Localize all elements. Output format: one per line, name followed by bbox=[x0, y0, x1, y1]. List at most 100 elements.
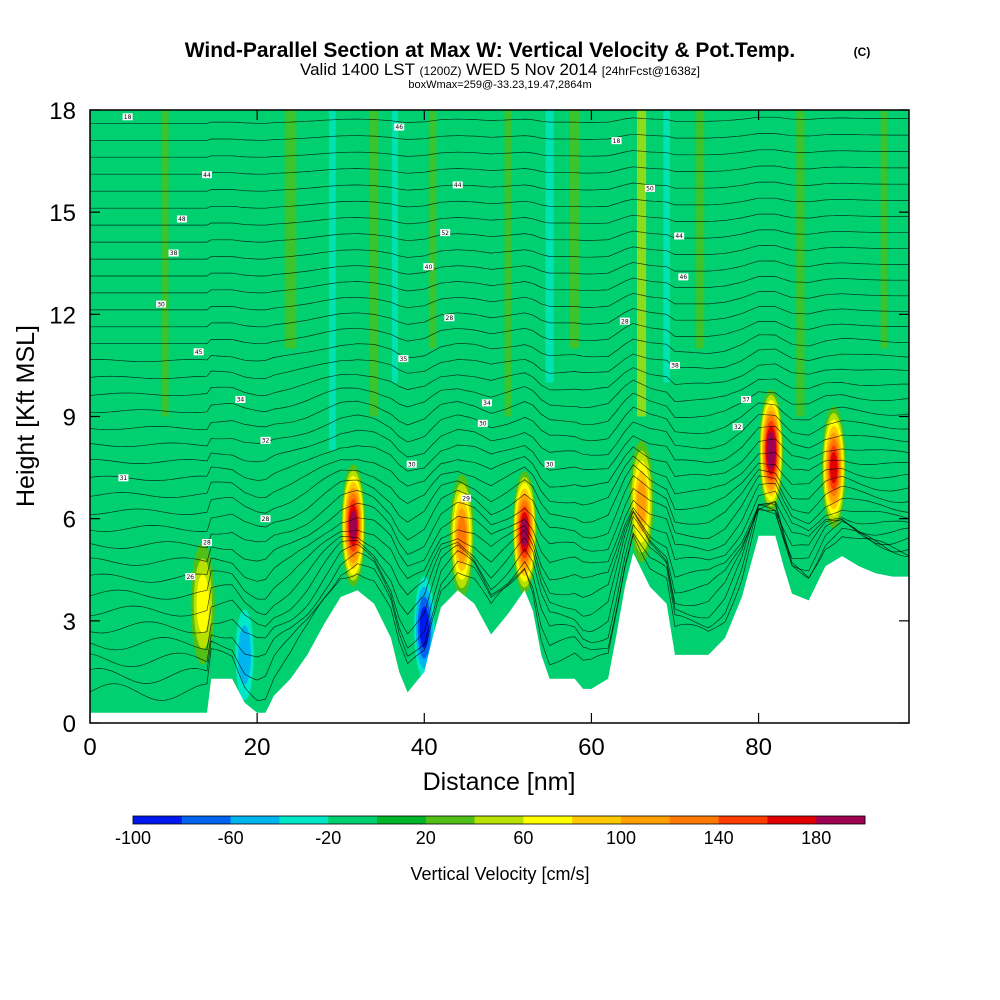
velocity-core bbox=[767, 436, 775, 465]
streak bbox=[219, 110, 228, 383]
isentrope-line bbox=[90, 149, 909, 158]
isentrope-label: 18 bbox=[613, 138, 621, 145]
isentrope-line bbox=[90, 348, 909, 380]
isentrope-line bbox=[90, 165, 909, 175]
y-axis-label: Height [Kft MSL] bbox=[12, 325, 40, 507]
isentrope-label: 18 bbox=[124, 114, 132, 121]
subtitle-valid: Valid 1400 LST bbox=[300, 60, 415, 79]
isentrope-label-box bbox=[544, 460, 555, 468]
streak bbox=[161, 110, 169, 417]
isentrope-label-box bbox=[406, 460, 417, 468]
y-tick-label: 18 bbox=[49, 98, 76, 125]
copyright-mark: (C) bbox=[854, 45, 871, 59]
isentrope-label: 35 bbox=[400, 356, 408, 363]
streak bbox=[728, 110, 739, 451]
y-axis: 0 3 6 9 12 15 18 bbox=[49, 98, 909, 738]
colorbar bbox=[132, 815, 866, 825]
isentrope-label-box bbox=[444, 314, 455, 322]
colorbar-tick-label: 180 bbox=[801, 828, 831, 848]
streak bbox=[369, 110, 379, 417]
isentrope-label: 32 bbox=[262, 438, 270, 445]
colorbar-ticks: -100 -60 -20 20 60 100 140 180 bbox=[115, 828, 831, 848]
y-tick-label: 12 bbox=[49, 302, 76, 329]
isentrope-line bbox=[90, 378, 909, 414]
chart-title: Wind-Parallel Section at Max W: Vertical… bbox=[185, 39, 796, 62]
isentrope-label: 29 bbox=[462, 495, 470, 502]
isentrope-label: 28 bbox=[621, 318, 629, 325]
velocity-core bbox=[830, 451, 838, 484]
isentrope-line bbox=[90, 181, 909, 192]
isentrope-label: 45 bbox=[195, 349, 203, 356]
isentrope-label-box bbox=[732, 423, 743, 431]
isentrope-label: 32 bbox=[734, 424, 742, 431]
subtitle-forecast: [24hrFcst@1638z] bbox=[602, 64, 700, 78]
isentrope-line bbox=[90, 363, 909, 397]
isentrope-line bbox=[90, 276, 909, 294]
chart-subtitle-box-wmax: boxWmax=259@-33.23,19.47,2864m bbox=[408, 79, 591, 91]
isentrope-label: 44 bbox=[203, 172, 211, 179]
colorbar-swatch bbox=[816, 816, 866, 824]
isentrope-label: 26 bbox=[186, 574, 194, 581]
colorbar-swatch bbox=[279, 816, 329, 824]
y-tick-label: 6 bbox=[63, 507, 76, 534]
colorbar-swatch bbox=[767, 816, 817, 824]
streak bbox=[636, 110, 647, 417]
isentrope-label-box bbox=[260, 436, 271, 444]
isentrope-line bbox=[90, 229, 909, 243]
isentrope-label: 48 bbox=[178, 216, 186, 223]
isentrope-line bbox=[90, 501, 909, 701]
isentrope-line bbox=[90, 490, 909, 600]
colorbar-tick-label: 60 bbox=[513, 828, 533, 848]
streak bbox=[392, 110, 398, 383]
velocity-core bbox=[636, 480, 647, 523]
colorbar-swatch bbox=[181, 816, 231, 824]
velocity-core bbox=[419, 606, 430, 649]
colorbar-swatch bbox=[377, 816, 427, 824]
colorbar-swatch bbox=[328, 816, 378, 824]
isentrope-label: 30 bbox=[546, 461, 554, 468]
isentrope-line bbox=[90, 402, 909, 448]
streak bbox=[796, 110, 805, 417]
colorbar-tick-label: -20 bbox=[315, 828, 341, 848]
isentrope-label: 37 bbox=[742, 397, 750, 404]
isentrope-label: 28 bbox=[262, 516, 270, 523]
streak bbox=[695, 110, 705, 349]
colorbar-tick-label: 140 bbox=[704, 828, 734, 848]
isentrope-line bbox=[90, 414, 909, 464]
velocity-core bbox=[238, 625, 251, 685]
isentrope-label-box bbox=[193, 348, 204, 356]
isentrope-label: 50 bbox=[646, 186, 654, 193]
isentrope-label-box bbox=[235, 395, 246, 403]
x-tick-label: 80 bbox=[745, 734, 772, 761]
chart-subtitle: Valid 1400 LST (1200Z) WED 5 Nov 2014 [2… bbox=[300, 60, 700, 79]
streak bbox=[284, 110, 297, 349]
isentrope-label: 31 bbox=[120, 475, 128, 482]
isentropes bbox=[90, 116, 909, 701]
y-tick-label: 9 bbox=[63, 405, 76, 432]
colorbar-swatch bbox=[474, 816, 524, 824]
streak bbox=[478, 110, 488, 451]
y-tick-label: 15 bbox=[49, 200, 76, 227]
isentrope-label: 44 bbox=[675, 233, 683, 240]
terrain bbox=[90, 535, 909, 723]
streak bbox=[428, 110, 437, 349]
velocity-core bbox=[457, 517, 467, 555]
isentrope-labels: 18 46 18 44 44 50 48 52 44 38 40 46 30 28 28 45 35 38 34 34… bbox=[118, 113, 752, 581]
isentrope-label-box bbox=[440, 229, 451, 237]
isentrope-label: 34 bbox=[237, 397, 245, 404]
isentrope-label-box bbox=[122, 113, 133, 121]
isentrope-label: 28 bbox=[203, 540, 211, 547]
velocity-core bbox=[395, 491, 420, 614]
colorbar-tick-label: -60 bbox=[218, 828, 244, 848]
isentrope-label-box bbox=[168, 249, 179, 257]
isentrope-label-box bbox=[461, 494, 472, 502]
isentrope-label-box bbox=[423, 263, 434, 271]
y-tick-label: 0 bbox=[63, 711, 76, 738]
streak bbox=[504, 110, 512, 417]
isentrope-line bbox=[90, 504, 909, 668]
isentrope-line bbox=[90, 116, 909, 124]
x-tick-label: 20 bbox=[244, 734, 271, 761]
colorbar-frame bbox=[132, 815, 866, 825]
plot-area: 18 46 18 44 44 50 48 52 44 38 40 46 30 28 28 45 35 38 34 34… bbox=[90, 110, 909, 723]
